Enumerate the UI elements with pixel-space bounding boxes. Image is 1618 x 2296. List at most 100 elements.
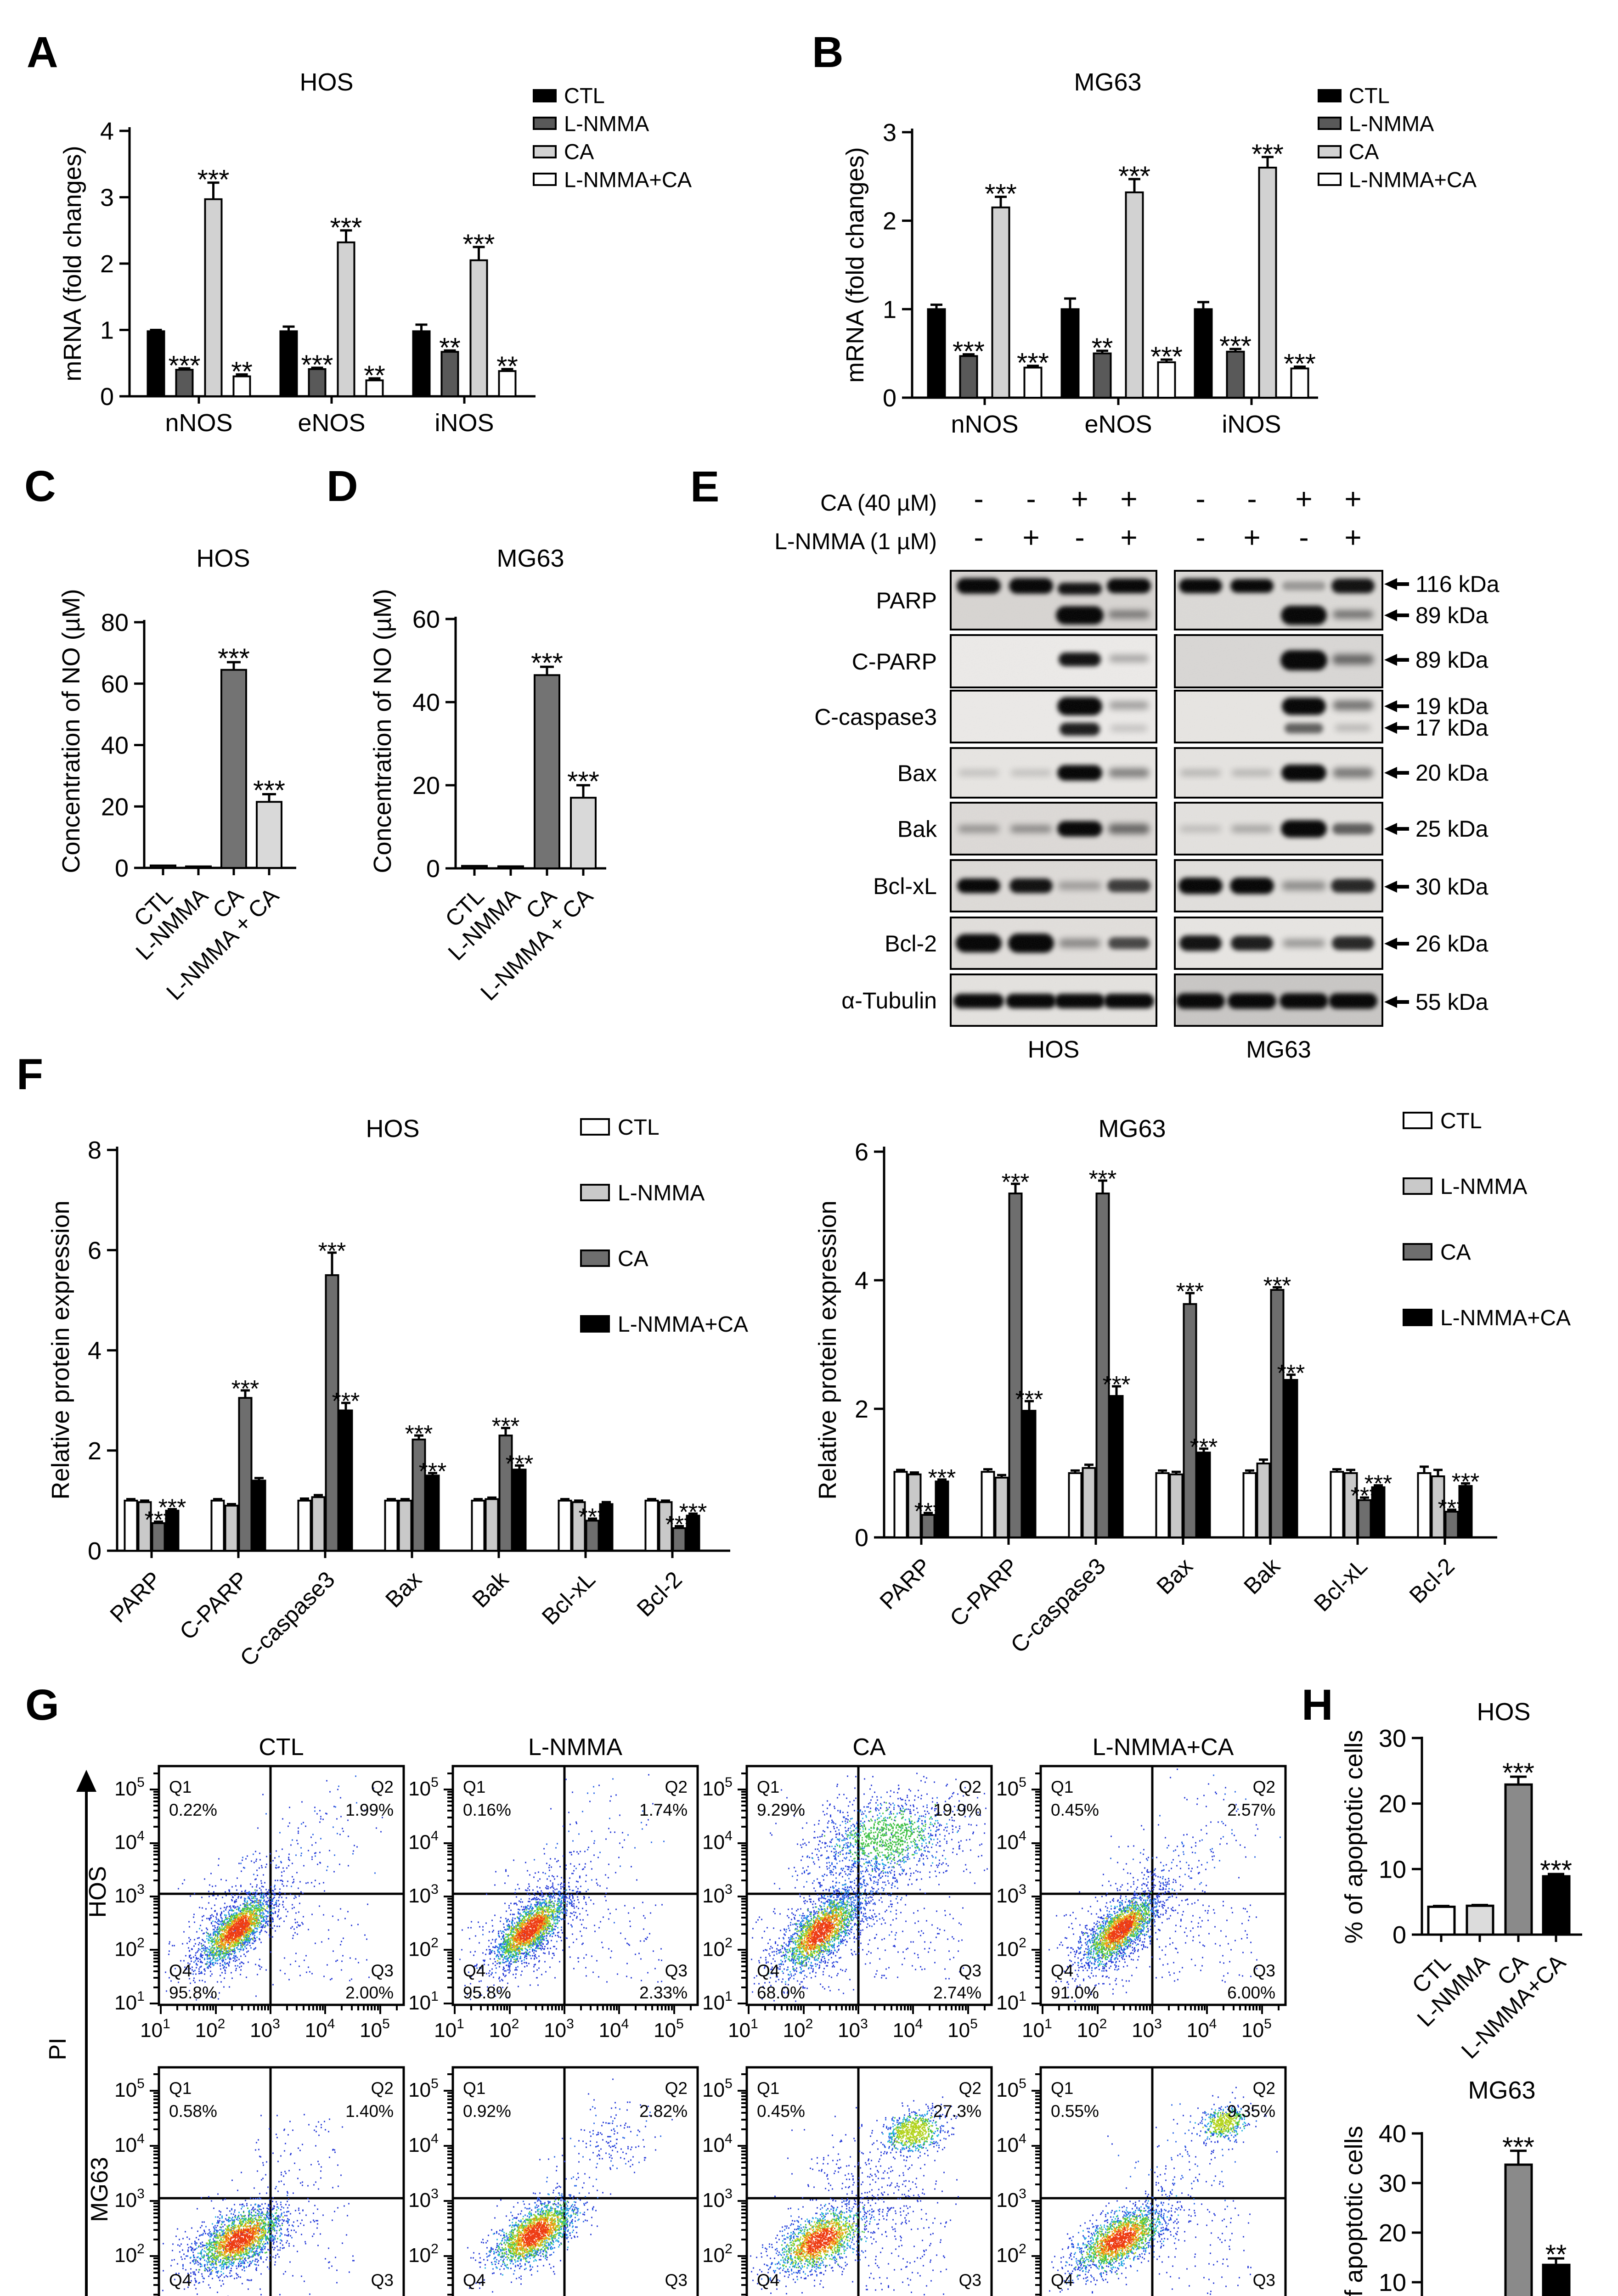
svg-text:0: 0	[883, 384, 896, 412]
svg-text:Q3: Q3	[1253, 2271, 1275, 2290]
svg-text:0.58%: 0.58%	[169, 2102, 217, 2121]
svg-text:**: **	[439, 332, 461, 363]
svg-text:***: ***	[1089, 1166, 1117, 1193]
svg-text:CTL: CTL	[564, 83, 605, 107]
svg-text:6.00%: 6.00%	[1227, 1983, 1275, 2002]
svg-text:0.16%: 0.16%	[463, 1801, 511, 1819]
svg-text:26 kDa: 26 kDa	[1415, 931, 1488, 957]
svg-text:0.22%: 0.22%	[169, 1801, 217, 1819]
svg-text:L-NMMA: L-NMMA	[618, 1181, 705, 1205]
svg-text:-: -	[974, 521, 983, 554]
svg-text:Q1: Q1	[757, 1778, 779, 1796]
svg-text:103: 103	[996, 1882, 1026, 1907]
svg-text:95.8%: 95.8%	[463, 1983, 511, 2002]
svg-text:20: 20	[412, 772, 440, 799]
svg-text:CA (40 µM): CA (40 µM)	[820, 490, 937, 516]
svg-text:***: ***	[1118, 161, 1150, 191]
svg-text:α-Tubulin: α-Tubulin	[841, 988, 937, 1013]
svg-text:+: +	[1071, 482, 1088, 515]
svg-text:102: 102	[489, 2016, 519, 2042]
svg-text:% of apoptotic cells: % of apoptotic cells	[1340, 2126, 1368, 2296]
svg-text:***: ***	[1502, 2132, 1534, 2162]
svg-text:93.9%: 93.9%	[169, 2293, 217, 2296]
svg-text:0: 0	[1392, 1921, 1406, 1949]
svg-text:***: ***	[332, 1388, 360, 1415]
svg-text:60: 60	[412, 606, 440, 633]
svg-text:6: 6	[88, 1237, 101, 1264]
svg-text:Q2: Q2	[665, 2079, 688, 2098]
svg-text:CA: CA	[564, 139, 594, 163]
svg-text:4.31%: 4.31%	[1227, 2293, 1275, 2296]
svg-text:1.99%: 1.99%	[345, 1801, 394, 1819]
svg-text:***: ***	[253, 775, 285, 806]
svg-text:-: -	[1247, 482, 1257, 515]
svg-text:Q4: Q4	[1051, 2271, 1073, 2290]
svg-text:9.29%: 9.29%	[757, 1801, 805, 1819]
svg-text:103: 103	[250, 2016, 280, 2042]
svg-text:+: +	[1243, 521, 1260, 554]
svg-text:Q4: Q4	[757, 2271, 779, 2290]
svg-text:L-NMMA: L-NMMA	[564, 111, 649, 135]
svg-text:104: 104	[996, 2131, 1026, 2156]
svg-text:55 kDa: 55 kDa	[1415, 989, 1488, 1015]
svg-text:CTL: CTL	[1440, 1109, 1482, 1133]
svg-text:Q1: Q1	[757, 2079, 779, 2098]
svg-text:MG63: MG63	[1246, 1036, 1311, 1063]
svg-text:4: 4	[855, 1267, 868, 1294]
svg-text:0.92%: 0.92%	[463, 2102, 511, 2121]
svg-text:B: B	[812, 28, 844, 77]
svg-text:CA: CA	[1440, 1240, 1471, 1265]
svg-text:***: ***	[506, 1451, 534, 1478]
svg-text:L-NMMA (1 µM): L-NMMA (1 µM)	[774, 529, 937, 554]
svg-text:***: ***	[1284, 349, 1316, 379]
svg-text:***: ***	[462, 229, 495, 259]
svg-text:104: 104	[305, 2016, 335, 2042]
svg-text:***: ***	[985, 179, 1017, 209]
svg-text:95.5%: 95.5%	[463, 2293, 511, 2296]
svg-text:Relative protein expression: Relative protein expression	[47, 1200, 74, 1499]
svg-text:Q2: Q2	[959, 2079, 981, 2098]
svg-text:**: **	[231, 356, 253, 387]
svg-text:***: ***	[1150, 341, 1183, 372]
svg-text:20: 20	[101, 793, 129, 821]
svg-text:6: 6	[855, 1138, 868, 1166]
svg-text:***: ***	[405, 1421, 433, 1447]
svg-text:0: 0	[115, 855, 129, 882]
svg-text:0: 0	[100, 383, 114, 411]
svg-text:7.01%: 7.01%	[933, 2293, 981, 2296]
svg-text:Q1: Q1	[1051, 2079, 1073, 2098]
svg-text:0.72%: 0.72%	[639, 2293, 688, 2296]
svg-text:+: +	[1344, 521, 1361, 554]
svg-text:+: +	[1295, 482, 1312, 515]
svg-text:Q4: Q4	[463, 1961, 485, 1980]
svg-text:CTL: CTL	[259, 1734, 304, 1761]
svg-text:2: 2	[88, 1437, 101, 1465]
svg-text:0: 0	[426, 855, 440, 883]
svg-text:% of apoptotic cells: % of apoptotic cells	[1340, 1730, 1368, 1943]
svg-text:116 kDa: 116 kDa	[1415, 571, 1500, 597]
svg-text:Q1: Q1	[169, 1778, 192, 1796]
svg-text:-: -	[1195, 482, 1205, 515]
svg-text:***: ***	[1219, 331, 1252, 361]
svg-text:PI: PI	[45, 2037, 71, 2060]
svg-text:89 kDa: 89 kDa	[1415, 647, 1488, 673]
svg-text:25 kDa: 25 kDa	[1415, 816, 1488, 842]
svg-text:0.45%: 0.45%	[757, 2102, 805, 2121]
svg-text:**: **	[1545, 2239, 1567, 2270]
svg-text:***: ***	[492, 1413, 520, 1440]
svg-text:Concentration of NO (µM): Concentration of NO (µM)	[57, 589, 85, 873]
svg-text:Relative protein expression: Relative protein expression	[814, 1200, 841, 1499]
svg-text:2: 2	[883, 208, 896, 235]
svg-text:MG63: MG63	[1098, 1115, 1166, 1142]
svg-text:+: +	[1344, 482, 1361, 515]
svg-text:CA: CA	[1349, 139, 1379, 163]
svg-text:mRNA (fold changes): mRNA (fold changes)	[841, 147, 869, 383]
svg-text:G: G	[25, 1681, 59, 1729]
svg-text:+: +	[1120, 482, 1137, 515]
svg-text:***: ***	[1002, 1169, 1030, 1196]
svg-text:0.45%: 0.45%	[1051, 1801, 1099, 1819]
svg-text:HOS: HOS	[366, 1115, 419, 1142]
svg-text:Q4: Q4	[1051, 1961, 1073, 1980]
svg-text:iNOS: iNOS	[1222, 411, 1281, 438]
svg-text:F: F	[17, 1050, 43, 1099]
